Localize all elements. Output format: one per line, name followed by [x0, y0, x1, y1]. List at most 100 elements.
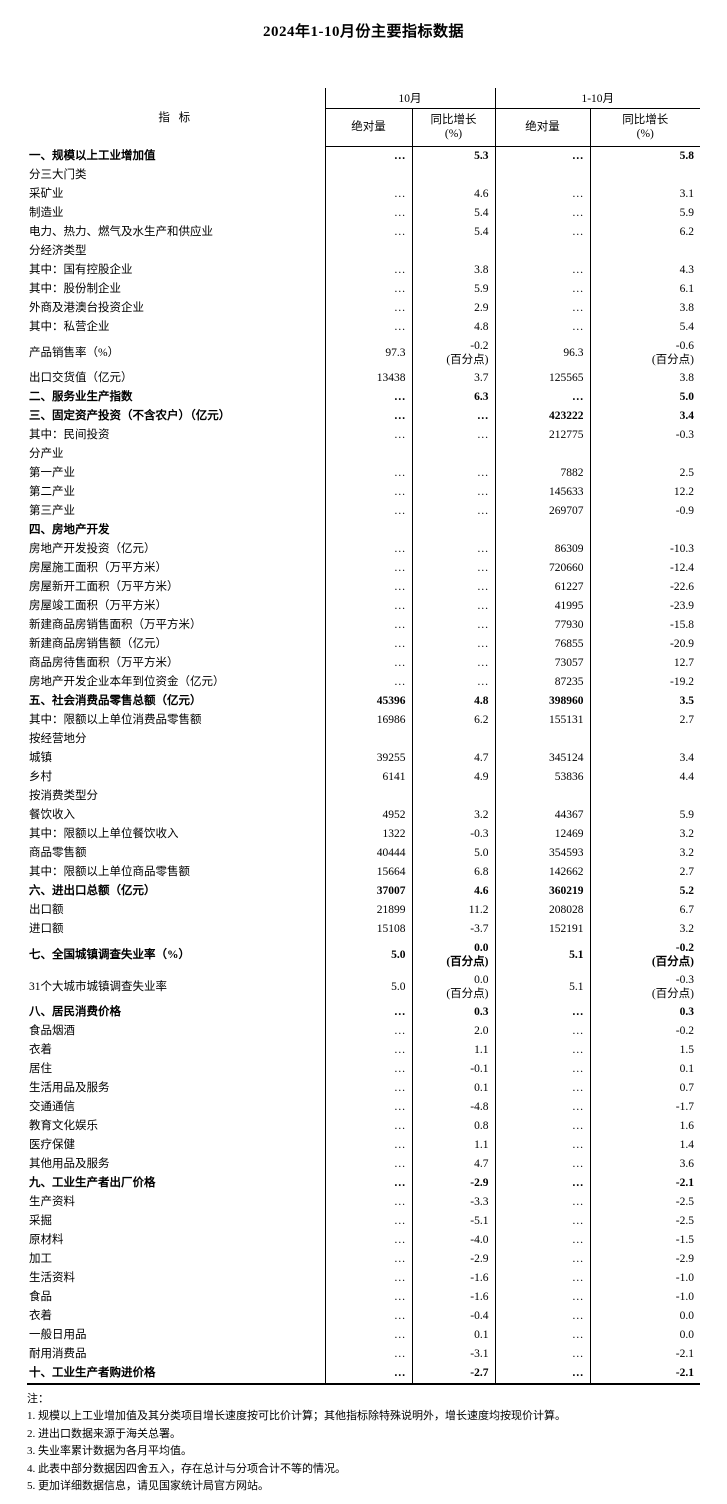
page-title: 2024年1-10月份主要指标数据 — [263, 24, 464, 40]
table-header: 指 标 10月 1-10月 绝对量 同比增长 (%) 绝对量 同比增长 (%) — [27, 88, 700, 147]
row-cumulative-growth: -10.3 — [670, 542, 694, 555]
row-cumulative-growth: -19.2 — [670, 675, 694, 688]
row-cumulative-absolute — [495, 729, 591, 749]
table-row: 其中：私营企业… 4.8… 5.4 — [27, 317, 700, 337]
table-row: 外商及港澳台投资企业… 2.9… 3.8 — [27, 298, 700, 318]
value-primary: 0.0 — [474, 941, 489, 954]
table-notes: 注： 1. 规模以上工业增加值及其分类项目增长速度按可比价计算；其他指标除特殊说… — [27, 1391, 700, 1496]
row-cumulative-growth: 3.2 — [679, 846, 694, 859]
row-month-growth: -2.7 — [412, 1363, 496, 1385]
row-indicator-label: 八、居民消费价格 — [27, 1002, 326, 1022]
row-cumulative-growth: -2.1 — [675, 1347, 694, 1360]
row-month-growth — [412, 520, 496, 540]
row-cumulative-absolute: 53836 — [495, 767, 591, 787]
row-indicator-label: 耐用消费品 — [27, 1344, 326, 1364]
row-cumulative-growth: -1.0 — [675, 1290, 694, 1303]
row-indicator-label: 乡村 — [27, 767, 326, 787]
row-cumulative-growth: 4.4 — [679, 770, 694, 783]
row-indicator-label: 房屋新开工面积（万平方米） — [27, 577, 326, 597]
table-row: 其他用品及服务… 4.7… 3.6 — [27, 1154, 700, 1174]
table-row: 八、居民消费价格… 0.3… 0.3 — [27, 1002, 700, 1022]
table-row: 衣着… -0.4… 0.0 — [27, 1306, 700, 1326]
row-month-absolute: … — [325, 1059, 413, 1079]
table-row: 第二产业…… 145633 12.2 — [27, 482, 700, 502]
row-month-absolute: 15664 — [325, 862, 413, 882]
row-month-growth: … — [412, 482, 496, 502]
table-row: 采矿业… 4.6… 3.1 — [27, 184, 700, 204]
row-cumulative-growth: 3.8 — [679, 371, 694, 384]
row-indicator-label: 七、全国城镇调查失业率（%） — [27, 938, 326, 971]
row-cumulative-absolute: … — [495, 1325, 591, 1345]
row-month-absolute: … — [325, 1306, 413, 1326]
row-cumulative-absolute — [495, 786, 591, 806]
row-month-absolute: 45396 — [325, 691, 413, 711]
row-cumulative-growth: 6.1 — [679, 282, 694, 295]
row-month-absolute — [325, 729, 413, 749]
row-cumulative-absolute: … — [495, 1173, 591, 1193]
row-month-growth: -4.8 — [412, 1097, 496, 1117]
row-cumulative-growth: 4.3 — [679, 263, 694, 276]
table-row: 衣着… 1.1… 1.5 — [27, 1040, 700, 1060]
table-row: 新建商品房销售额（亿元）…… 76855 -20.9 — [27, 634, 700, 654]
row-cumulative-growth: -20.9 — [670, 637, 694, 650]
row-indicator-label: 十、工业生产者购进价格 — [27, 1363, 326, 1385]
row-cumulative-absolute — [495, 241, 591, 261]
row-month-growth: 2.9 — [412, 298, 496, 318]
value-unit-note: (百分点) — [446, 353, 489, 366]
row-indicator-label: 五、社会消费品零售总额（亿元） — [27, 691, 326, 711]
value-primary: -0.2 — [470, 339, 489, 352]
row-cumulative-growth: 2.7 — [679, 865, 694, 878]
row-month-growth: … — [412, 539, 496, 559]
row-indicator-label: 其他用品及服务 — [27, 1154, 326, 1174]
row-indicator-label: 新建商品房销售面积（万平方米） — [27, 615, 326, 635]
row-cumulative-growth: 5.2 — [679, 884, 694, 897]
row-cumulative-growth: 12.2 — [673, 485, 694, 498]
row-cumulative-growth: 1.5 — [679, 1043, 694, 1056]
row-cumulative-growth: -12.4 — [670, 561, 694, 574]
row-indicator-label: 其中：股份制企业 — [27, 279, 326, 299]
row-cumulative-growth — [590, 521, 700, 540]
row-cumulative-growth: -2.5 — [675, 1214, 694, 1227]
row-cumulative-absolute: … — [495, 1097, 591, 1117]
row-cumulative-growth: 5.4 — [679, 320, 694, 333]
row-indicator-label: 进口额 — [27, 919, 326, 939]
row-indicator-label: 第二产业 — [27, 482, 326, 502]
row-indicator-label: 衣着 — [27, 1040, 326, 1060]
row-cumulative-growth: -0.6 (百分点) — [590, 337, 700, 369]
row-indicator-label: 第一产业 — [27, 463, 326, 483]
row-cumulative-absolute: … — [495, 203, 591, 223]
table-row: 五、社会消费品零售总额（亿元） 45396 4.8 398960 3.5 — [27, 691, 700, 711]
value-unit-note: (百分点) — [651, 955, 694, 968]
row-month-absolute — [325, 786, 413, 806]
row-month-growth: 1.1 — [412, 1135, 496, 1155]
row-cumulative-growth: -1.5 — [675, 1233, 694, 1246]
row-indicator-label: 采掘 — [27, 1211, 326, 1231]
column-header-indicator: 指 标 — [27, 88, 326, 147]
row-cumulative-absolute: 7882 — [495, 463, 591, 483]
row-indicator-label: 房地产开发投资（亿元） — [27, 539, 326, 559]
row-indicator-label: 其中：国有控股企业 — [27, 260, 326, 280]
table-row: 31个大城市城镇调查失业率 5.0 0.0 (百分点) 5.1 -0.3 (百分点) — [27, 970, 700, 1003]
row-month-absolute: … — [325, 558, 413, 578]
row-cumulative-growth: 3.6 — [679, 1157, 694, 1170]
table-row: 第一产业…… 7882 2.5 — [27, 463, 700, 483]
column-header-month-growth: 同比增长 (%) — [412, 108, 496, 147]
row-cumulative-absolute: 208028 — [495, 900, 591, 920]
row-indicator-label: 三、固定资产投资（不含农户）（亿元） — [27, 406, 326, 426]
row-month-absolute: … — [325, 463, 413, 483]
row-cumulative-absolute: 12469 — [495, 824, 591, 844]
row-month-absolute: 5.0 — [325, 938, 413, 971]
table-row: 按消费类型分 — [27, 786, 700, 806]
row-month-absolute: … — [325, 1192, 413, 1212]
table-body: 一、规模以上工业增加值… 5.3… 5.8 分三大门类 采矿业… 4.6… 3.1 制造业… 5… — [27, 146, 700, 1385]
row-month-growth: 0.3 — [412, 1002, 496, 1022]
table-row: 其中：民间投资…… 212775 -0.3 — [27, 425, 700, 445]
table-row: 餐饮收入 4952 3.2 44367 5.9 — [27, 805, 700, 825]
row-month-absolute — [325, 241, 413, 261]
row-indicator-label: 其中：限额以上单位餐饮收入 — [27, 824, 326, 844]
value-unit-note: (百分点) — [651, 353, 694, 366]
row-cumulative-absolute: 720660 — [495, 558, 591, 578]
row-cumulative-absolute: … — [495, 1002, 591, 1022]
row-indicator-label: 产品销售率（%） — [27, 336, 326, 369]
row-month-growth: -4.0 — [412, 1230, 496, 1250]
